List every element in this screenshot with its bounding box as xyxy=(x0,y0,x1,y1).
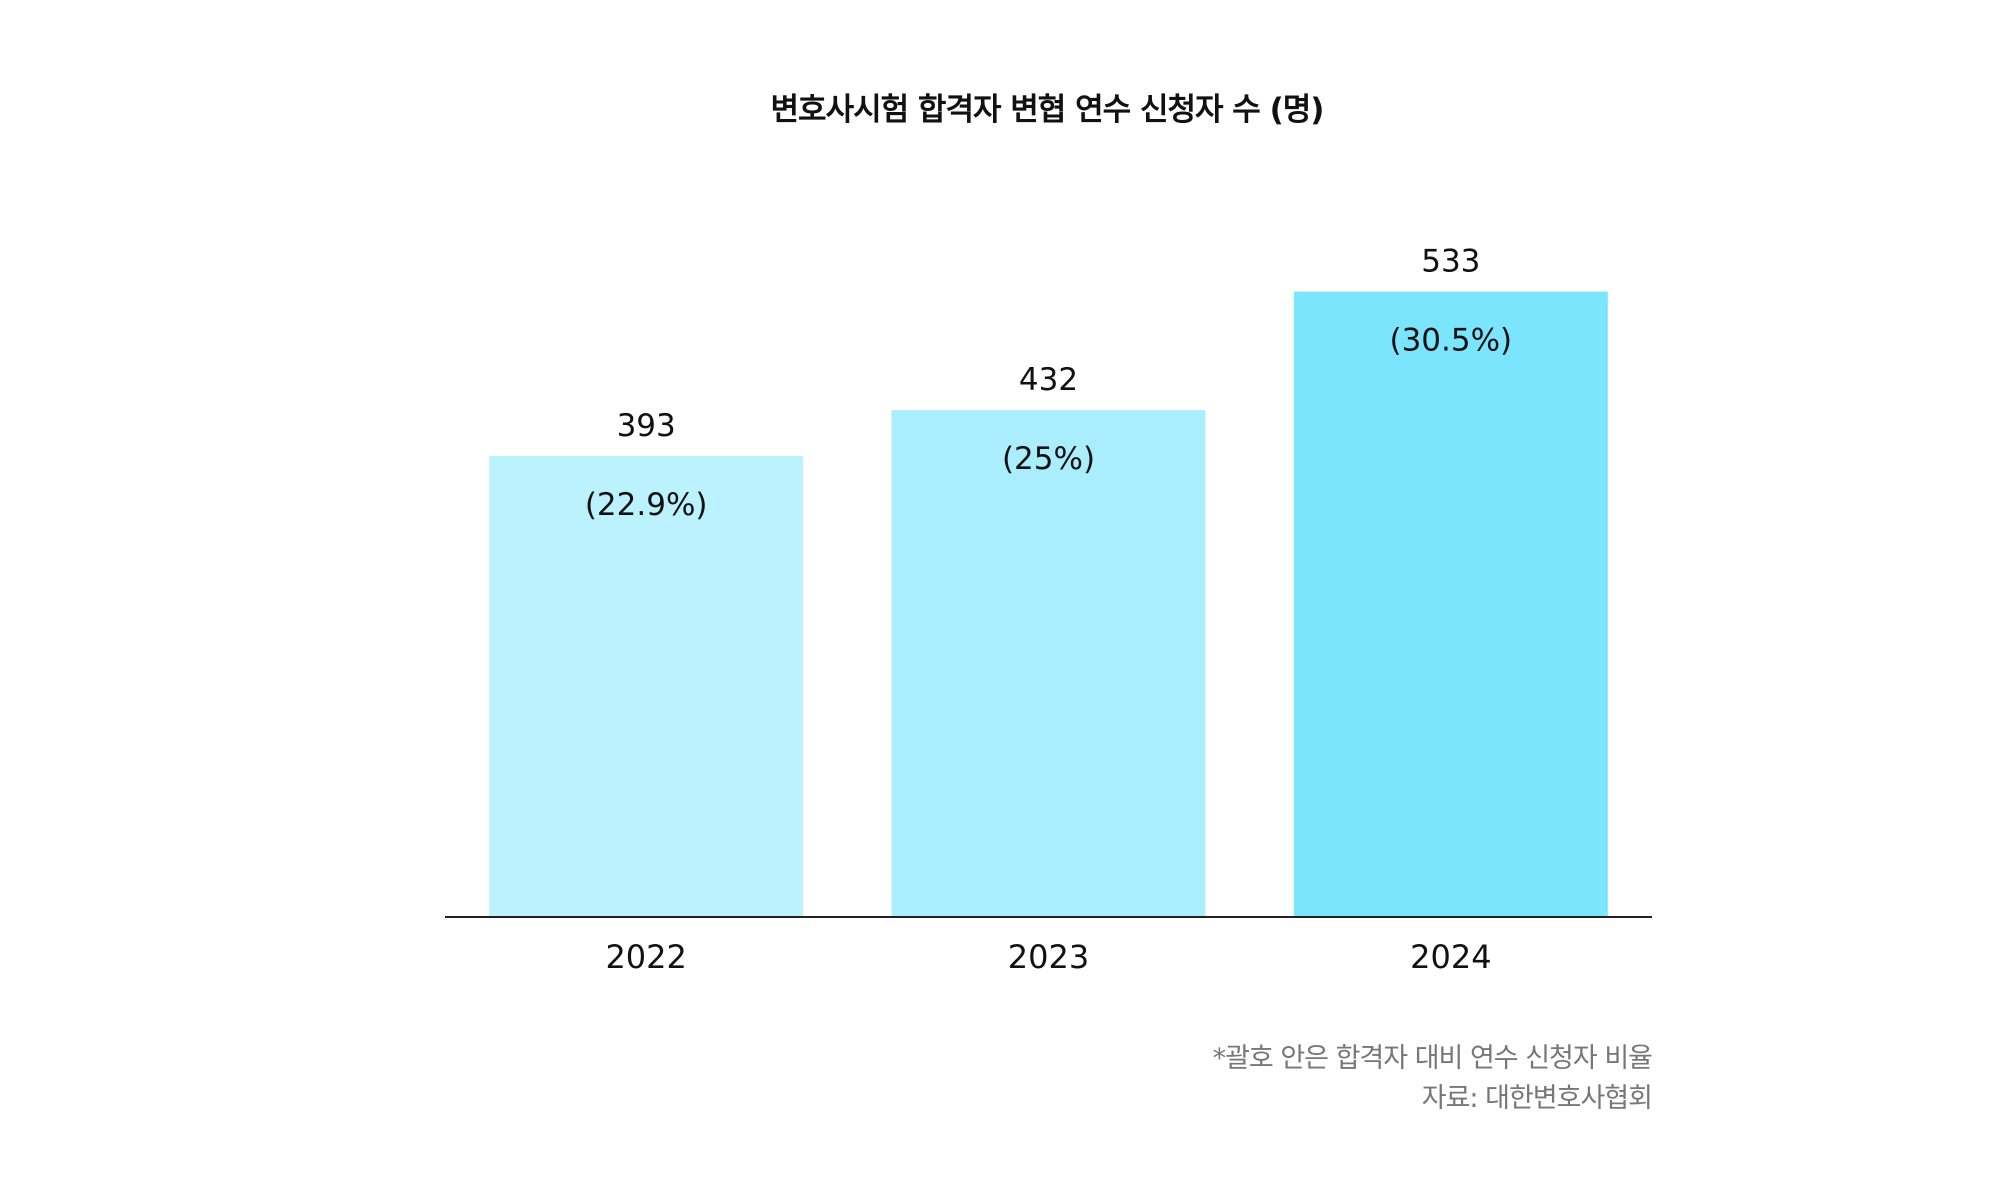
percent-label: (30.5%) xyxy=(1389,323,1512,359)
bar-2023 xyxy=(891,410,1206,917)
x-tick-label: 2024 xyxy=(1410,938,1491,976)
chart-title: 변호사시험 합격자 변협 연수 신청자 수 (명) xyxy=(770,92,1325,128)
footnote-note: *괄호 안은 합격자 대비 연수 신청자 비율 xyxy=(1212,1043,1653,1074)
footnote-source: 자료: 대한변호사협회 xyxy=(1421,1083,1653,1114)
percent-label: (22.9%) xyxy=(585,487,708,523)
x-tick-label: 2023 xyxy=(1008,938,1089,976)
bar-2022 xyxy=(489,455,804,917)
bar-2024 xyxy=(1293,291,1608,917)
value-label: 432 xyxy=(1019,362,1078,398)
value-label: 393 xyxy=(617,408,676,444)
value-label: 533 xyxy=(1421,244,1480,280)
percent-label: (25%) xyxy=(1002,441,1095,477)
x-tick-label: 2022 xyxy=(605,938,686,976)
